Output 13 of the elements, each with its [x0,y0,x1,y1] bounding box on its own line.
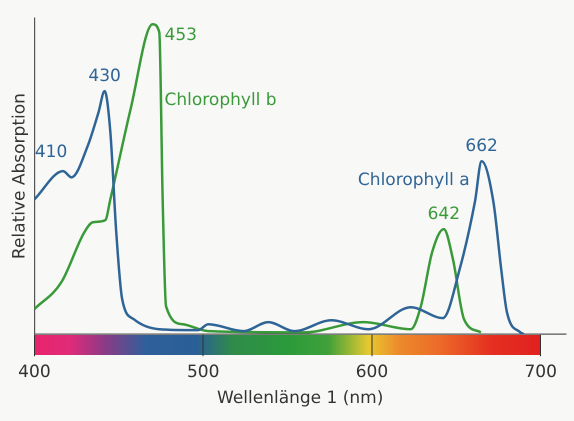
annotation: 430 [88,66,121,86]
x-tick-label: 600 [356,362,388,382]
annotation: 410 [34,142,68,162]
x-axis-title: Wellenlänge 1 (nm) [217,388,384,408]
x-tick-label: 500 [186,362,220,382]
series-label: Chlorophyll a [358,170,470,190]
series-label: Chlorophyll b [164,90,277,110]
annotation: 453 [164,25,197,46]
annotation: 642 [428,204,460,224]
y-axis-title: Relative Absorption [10,93,30,260]
x-tick-label: 400 [18,362,51,382]
x-tick-label: 700 [524,362,557,382]
annotation: 662 [465,136,498,156]
